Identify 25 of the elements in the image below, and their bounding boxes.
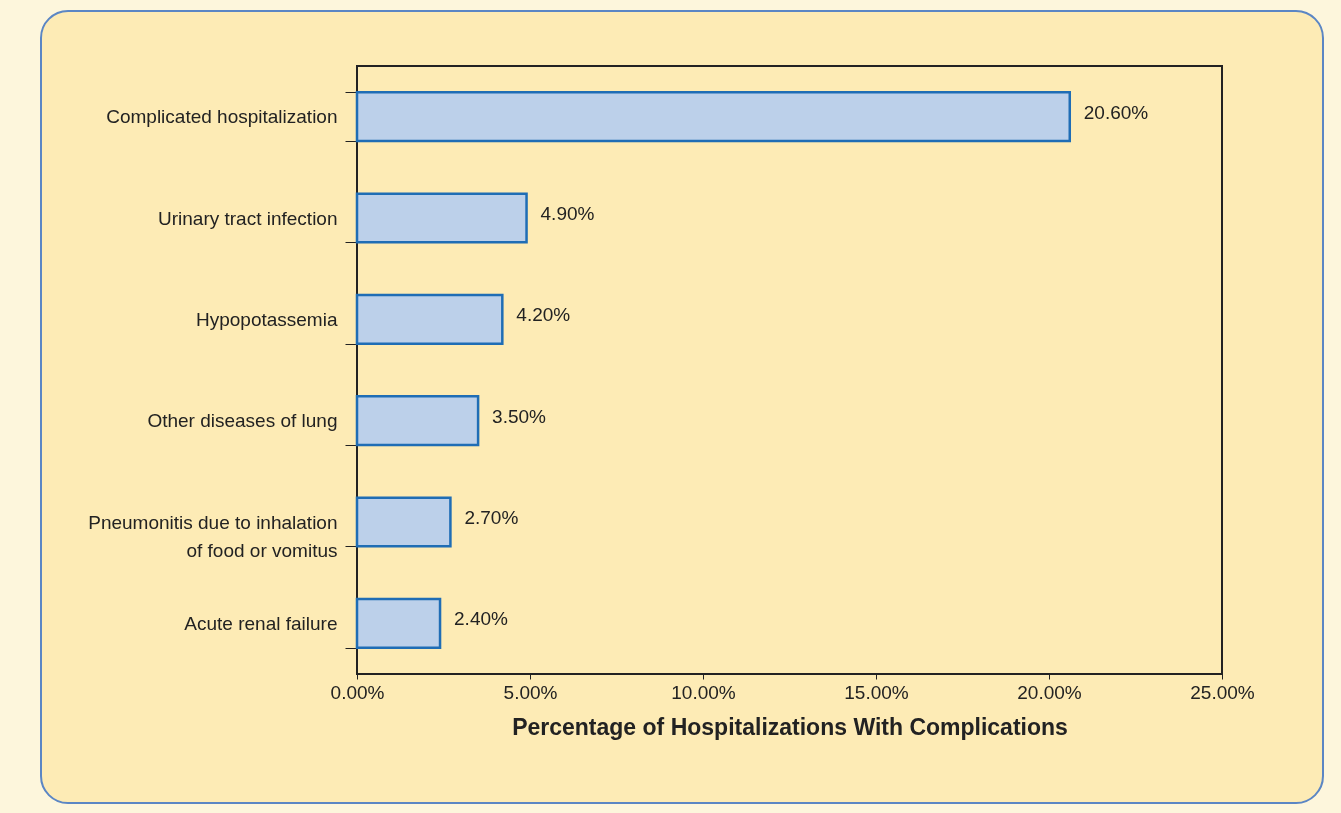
data-label: 4.90% xyxy=(540,203,595,224)
y-tick-label: Urinary tract infection xyxy=(157,207,338,229)
y-tick-label: Other diseases of lung xyxy=(147,410,338,432)
y-tick-label: Acute renal failure xyxy=(184,612,338,634)
x-tick-label: 0.00% xyxy=(330,681,385,703)
bar xyxy=(355,91,1072,143)
data-label: 4.20% xyxy=(516,304,571,326)
data-label: 3.50% xyxy=(492,405,547,427)
data-label: 20.60% xyxy=(1083,101,1149,123)
bar xyxy=(355,192,528,244)
x-tick-label: 15.00% xyxy=(844,681,909,703)
x-tick-label: 10.00% xyxy=(671,681,736,703)
bar xyxy=(355,597,442,649)
x-axis-title: Percentage of Hospitalizations With Complications xyxy=(512,713,1068,740)
x-tick-label: 25.00% xyxy=(1190,681,1255,703)
x-tick-label: 5.00% xyxy=(503,681,558,703)
bar xyxy=(355,293,504,345)
y-tick-label: Pneumonitis due to inhalation of food or vomitus xyxy=(88,511,338,561)
y-tick-label: Complicated hospitalization xyxy=(106,106,338,128)
bar xyxy=(355,395,480,447)
x-tick-label: 20.00% xyxy=(1017,681,1082,703)
data-label: 2.40% xyxy=(454,608,509,630)
bar xyxy=(355,496,452,548)
y-tick-label: Hypopotassemia xyxy=(195,308,338,330)
data-label: 2.70% xyxy=(464,507,519,528)
